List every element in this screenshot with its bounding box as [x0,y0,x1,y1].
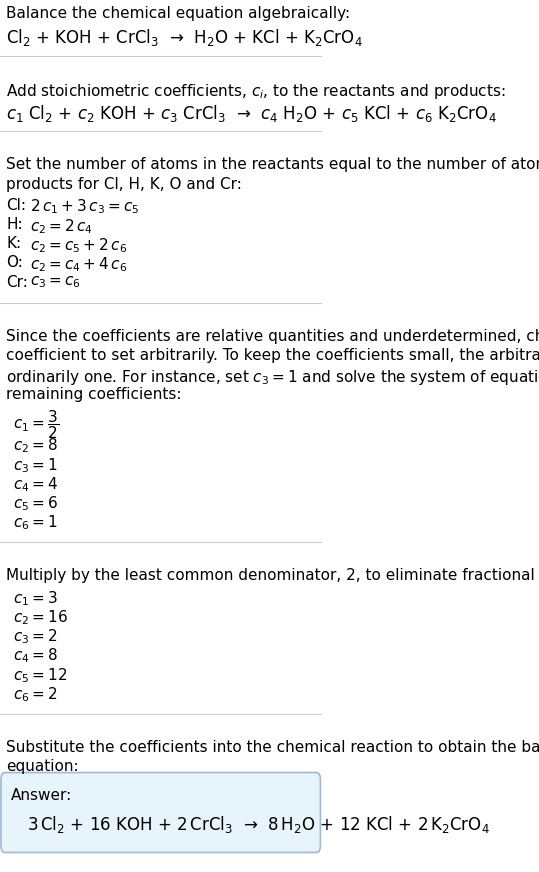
Text: O:: O: [6,255,23,270]
Text: $c_1 = \dfrac{3}{2}$: $c_1 = \dfrac{3}{2}$ [13,408,59,440]
Text: $c_3 = 1$: $c_3 = 1$ [13,456,58,474]
Text: $c_3 = 2$: $c_3 = 2$ [13,628,57,646]
Text: Substitute the coefficients into the chemical reaction to obtain the balanced: Substitute the coefficients into the che… [6,739,539,754]
Text: $c_5 = 12$: $c_5 = 12$ [13,666,67,685]
Text: $c_6 = 1$: $c_6 = 1$ [13,514,58,532]
Text: Set the number of atoms in the reactants equal to the number of atoms in the: Set the number of atoms in the reactants… [6,158,539,173]
Text: $c_4 = 8$: $c_4 = 8$ [13,647,58,665]
FancyBboxPatch shape [1,773,320,853]
Text: K:: K: [6,236,22,251]
Text: Since the coefficients are relative quantities and underdetermined, choose a: Since the coefficients are relative quan… [6,329,539,344]
Text: $3\,\mathrm{Cl_2}$ + 16 KOH + $2\,\mathrm{CrCl_3}$  →  $8\,\mathrm{H_2O}$ + 12 K: $3\,\mathrm{Cl_2}$ + 16 KOH + $2\,\mathr… [27,814,490,835]
Text: $c_5 = 6$: $c_5 = 6$ [13,494,58,513]
Text: Balance the chemical equation algebraically:: Balance the chemical equation algebraica… [6,6,350,21]
Text: equation:: equation: [6,759,79,773]
Text: Cl:: Cl: [6,198,26,213]
Text: $c_6 = 2$: $c_6 = 2$ [13,685,57,704]
Text: $c_1$ $\mathrm{Cl_2}$ + $c_2$ KOH + $c_3$ $\mathrm{CrCl_3}$  →  $c_4$ $\mathrm{H: $c_1$ $\mathrm{Cl_2}$ + $c_2$ KOH + $c_3… [6,103,497,124]
Text: $c_2 = 16$: $c_2 = 16$ [13,609,68,627]
Text: Cr:: Cr: [6,275,29,290]
Text: Answer:: Answer: [11,788,73,803]
Text: coefficient to set arbitrarily. To keep the coefficients small, the arbitrary va: coefficient to set arbitrarily. To keep … [6,348,539,364]
Text: $c_2 = 8$: $c_2 = 8$ [13,437,58,455]
Text: Multiply by the least common denominator, 2, to eliminate fractional coefficient: Multiply by the least common denominator… [6,568,539,583]
Text: $2\,c_1 + 3\,c_3 = c_5$: $2\,c_1 + 3\,c_3 = c_5$ [30,198,139,216]
Text: $c_2 = c_4 + 4\,c_6$: $c_2 = c_4 + 4\,c_6$ [30,255,127,274]
Text: H:: H: [6,217,23,232]
Text: $c_1 = 3$: $c_1 = 3$ [13,589,58,608]
Text: $c_4 = 4$: $c_4 = 4$ [13,475,58,494]
Text: $\mathrm{Cl_2}$ + KOH + $\mathrm{CrCl_3}$  →  $\mathrm{H_2O}$ + KCl + $\mathrm{K: $\mathrm{Cl_2}$ + KOH + $\mathrm{CrCl_3}… [6,27,363,48]
Text: $c_2 = c_5 + 2\,c_6$: $c_2 = c_5 + 2\,c_6$ [30,236,127,255]
Text: Add stoichiometric coefficients, $c_i$, to the reactants and products:: Add stoichiometric coefficients, $c_i$, … [6,82,506,101]
Text: $c_2 = 2\,c_4$: $c_2 = 2\,c_4$ [30,217,93,235]
Text: remaining coefficients:: remaining coefficients: [6,387,182,402]
Text: ordinarily one. For instance, set $c_3 = 1$ and solve the system of equations fo: ordinarily one. For instance, set $c_3 =… [6,367,539,386]
Text: products for Cl, H, K, O and Cr:: products for Cl, H, K, O and Cr: [6,177,243,192]
Text: $c_3 = c_6$: $c_3 = c_6$ [30,275,80,290]
